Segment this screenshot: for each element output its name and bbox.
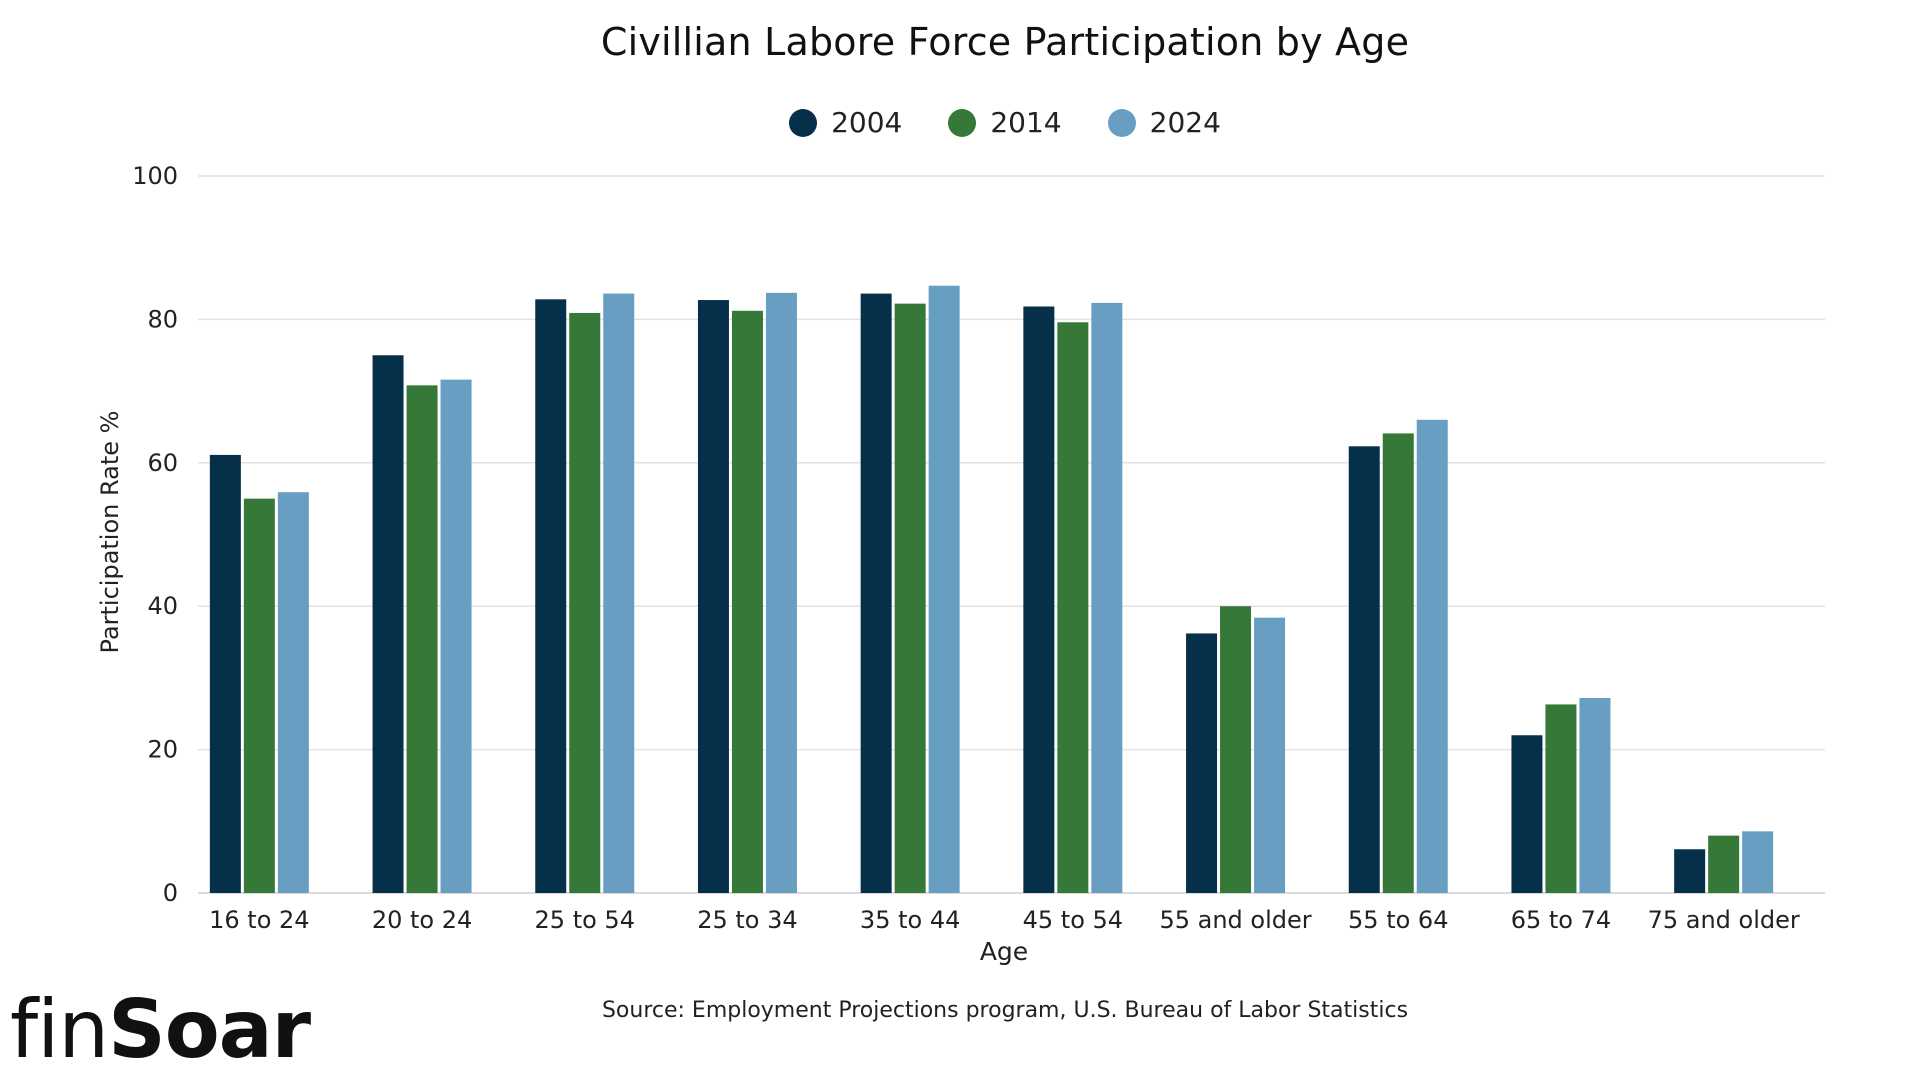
bar-2014 <box>1545 704 1577 893</box>
legend-label-2014: 2014 <box>990 106 1062 139</box>
bar-2024 <box>1416 419 1448 893</box>
bar-2004 <box>1348 446 1380 893</box>
bar-2004 <box>860 293 892 893</box>
x-tick-label: 75 and older <box>1648 906 1800 934</box>
logo-light-text: fin <box>10 983 109 1076</box>
x-tick-label: 25 to 34 <box>697 906 797 934</box>
legend-label-2024: 2024 <box>1149 106 1221 139</box>
legend-dot-2024 <box>1107 108 1136 137</box>
y-tick-label: 60 <box>147 449 178 477</box>
bar-2004 <box>1186 633 1218 893</box>
bar-2024 <box>603 293 635 893</box>
logo-bold-text: Soar <box>108 983 311 1076</box>
chart-legend: 2004 2014 2024 <box>0 106 1920 139</box>
finsoar-logo: finSoar <box>10 990 311 1070</box>
bar-2004 <box>1023 306 1055 893</box>
legend-dot-2004 <box>789 108 818 137</box>
bar-2024 <box>1254 617 1286 893</box>
bar-2024 <box>928 285 960 893</box>
source-note: Source: Employment Projections program, … <box>601 998 1409 1023</box>
x-tick-label: 35 to 44 <box>860 906 960 934</box>
y-tick-label: 20 <box>147 736 178 764</box>
bar-2004 <box>535 299 567 894</box>
x-tick-label: 45 to 54 <box>1023 906 1123 934</box>
bar-2024 <box>1091 302 1123 893</box>
bar-2014 <box>731 310 763 893</box>
bar-2014 <box>406 385 438 893</box>
bar-2004 <box>1674 849 1706 893</box>
x-tick-label: 20 to 24 <box>372 906 472 934</box>
bar-2024 <box>1742 831 1774 893</box>
bar-2014 <box>1220 606 1252 893</box>
bar-2004 <box>209 454 241 893</box>
bar-2024 <box>1579 697 1611 893</box>
bars <box>209 285 1774 894</box>
legend-item-2004: 2004 <box>789 106 902 139</box>
legend-dot-2014 <box>948 108 977 137</box>
legend-label-2004: 2004 <box>831 106 903 139</box>
bar-2024 <box>765 292 797 894</box>
legend-item-2014: 2014 <box>948 106 1062 139</box>
bar-2024 <box>440 379 472 893</box>
x-tick-label: 55 to 64 <box>1348 906 1448 934</box>
bar-2014 <box>243 498 275 893</box>
bar-2014 <box>1708 835 1740 893</box>
x-tick-label: 25 to 54 <box>535 906 635 934</box>
bar-2004 <box>1511 735 1543 893</box>
x-tick-label: 16 to 24 <box>209 906 309 934</box>
y-tick-label: 40 <box>147 592 178 620</box>
bar-2014 <box>569 312 601 893</box>
bar-2004 <box>697 300 729 893</box>
bar-2014 <box>894 303 926 894</box>
bar-2014 <box>1382 433 1414 893</box>
y-tick-label: 100 <box>132 162 178 190</box>
y-axis-label: Participation Rate % <box>96 411 124 654</box>
legend-item-2024: 2024 <box>1107 106 1221 139</box>
x-tick-label: 55 and older <box>1159 906 1311 934</box>
bar-2014 <box>1057 322 1089 893</box>
y-tick-label: 0 <box>163 879 178 907</box>
bar-2024 <box>277 492 309 893</box>
x-tick-label: 65 to 74 <box>1511 906 1611 934</box>
chart-title: Civillian Labore Force Participation by … <box>600 20 1410 64</box>
x-axis-label: Age <box>980 937 1028 966</box>
bar-2004 <box>372 355 404 893</box>
axis-ticks: 0 20 40 60 80 100 16 to 24 20 to 24 25 to 54 25 t… <box>132 162 1800 934</box>
y-tick-label: 80 <box>147 305 178 333</box>
